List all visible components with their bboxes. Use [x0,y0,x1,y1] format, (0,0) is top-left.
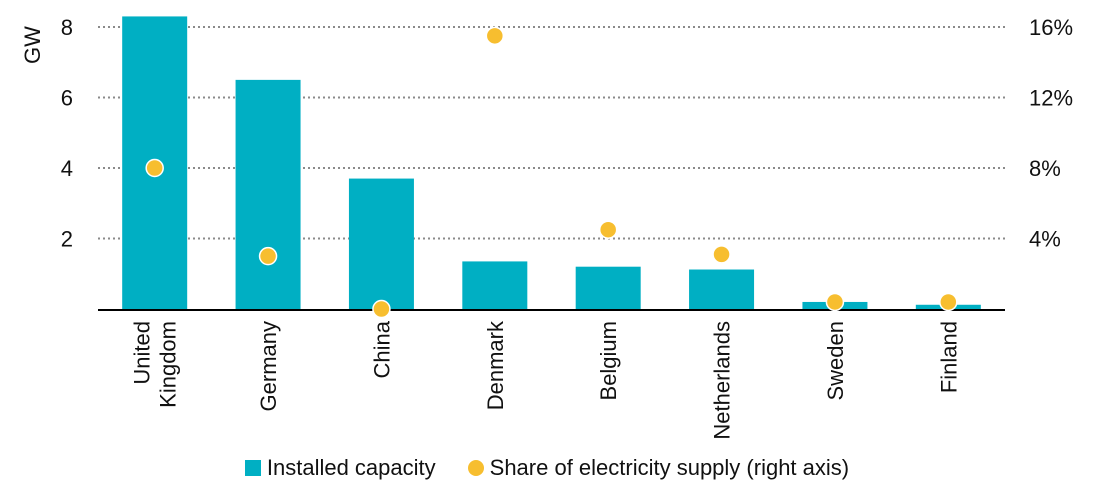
dot [258,246,278,266]
legend-item-dots: Share of electricity supply (right axis) [467,455,850,481]
category-label: Belgium [596,321,621,400]
category-label: Denmark [483,320,508,410]
dot [712,245,731,264]
category-label-line: Finland [936,321,961,393]
category-label: Germany [256,321,281,411]
bar [348,178,414,309]
y-tick-label: 8 [61,15,73,40]
category-label-line: Denmark [483,320,508,410]
category-label: Sweden [823,321,848,401]
y-axis-title: GW [20,26,45,64]
dot [598,220,618,239]
category-label-line: Sweden [823,321,848,401]
y-axis-left: 2 4 6 8 [61,15,73,252]
category-label: China [369,320,394,378]
dot [939,292,958,312]
x-axis-categories: United Kingdom Germany China Denmark Belgium N… [130,320,962,440]
dot-series [145,26,958,319]
gridlines [98,26,1005,240]
y-tick-label: 4 [61,156,73,181]
y-axis-right: 4% 8% 12% 16% [1029,15,1073,252]
legend-swatch-bar [244,460,261,476]
category-label: United Kingdom [130,321,181,408]
dot [145,158,164,178]
category-label-line: Kingdom [156,321,181,408]
category-label-line: Netherlands [710,321,735,440]
bar [575,266,641,309]
category-label-line: China [369,320,394,378]
bar [689,269,755,309]
bar [462,261,528,309]
y-tick-label: 6 [61,86,73,111]
category-label: Finland [936,321,961,393]
legend-swatch-dot [467,460,484,476]
category-label-line: United [130,321,155,385]
legend: Installed capacity Share of electricity … [0,455,1094,481]
y2-tick-label: 16% [1029,15,1073,40]
category-label-line: Germany [256,321,281,411]
legend-label-bars: Installed capacity [266,455,436,480]
category-label-line: Belgium [596,321,621,400]
bar-series [122,16,981,310]
dot [372,299,391,319]
dot [485,26,505,46]
category-label: Netherlands [710,321,735,440]
legend-item-bars: Installed capacity [244,455,436,481]
bar [235,79,301,309]
y2-tick-label: 8% [1029,156,1061,181]
dot [825,292,845,312]
y2-tick-label: 12% [1029,86,1073,111]
y-tick-label: 2 [61,227,73,252]
legend-label-dots: Share of electricity supply (right axis) [489,455,850,480]
y2-tick-label: 4% [1029,227,1061,252]
